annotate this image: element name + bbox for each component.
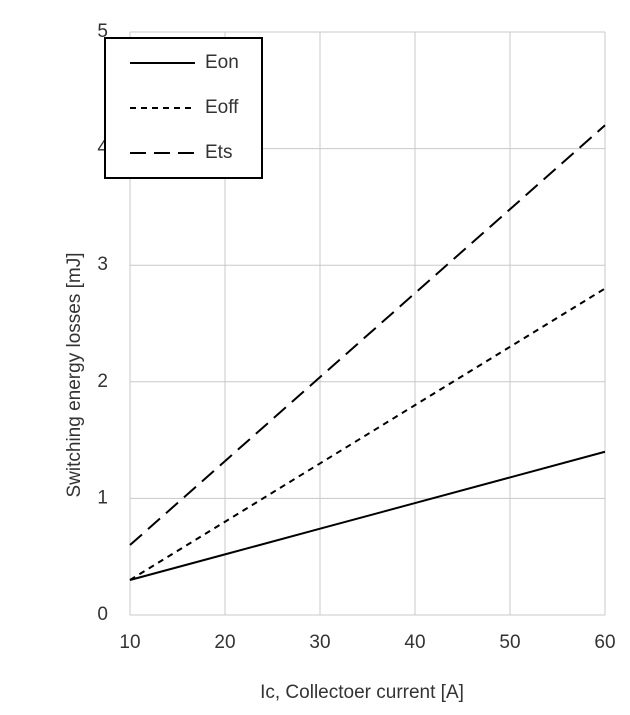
y-tick-label: 1 <box>97 487 108 508</box>
y-tick-label: 3 <box>97 254 108 275</box>
y-axis-label: Switching energy losses [mJ] <box>64 253 85 498</box>
y-tick-label: 0 <box>97 604 108 625</box>
x-tick-label: 30 <box>309 632 330 653</box>
x-tick-label: 10 <box>119 632 140 653</box>
x-tick-label: 20 <box>214 632 235 653</box>
legend-label: Eon <box>205 52 239 73</box>
x-tick-label: 40 <box>404 632 425 653</box>
x-tick-label: 60 <box>594 632 615 653</box>
x-tick-label: 50 <box>499 632 520 653</box>
y-tick-label: 2 <box>97 371 108 392</box>
y-tick-label: 5 <box>97 21 108 42</box>
legend-label: Ets <box>205 142 232 163</box>
series-line <box>129 124 606 546</box>
series-line <box>129 287 606 581</box>
x-axis-label: Ic, Collectoer current [A] <box>260 682 464 703</box>
y-tick-label: 4 <box>97 138 108 159</box>
series-line <box>129 450 606 581</box>
legend-label: Eoff <box>205 97 239 118</box>
